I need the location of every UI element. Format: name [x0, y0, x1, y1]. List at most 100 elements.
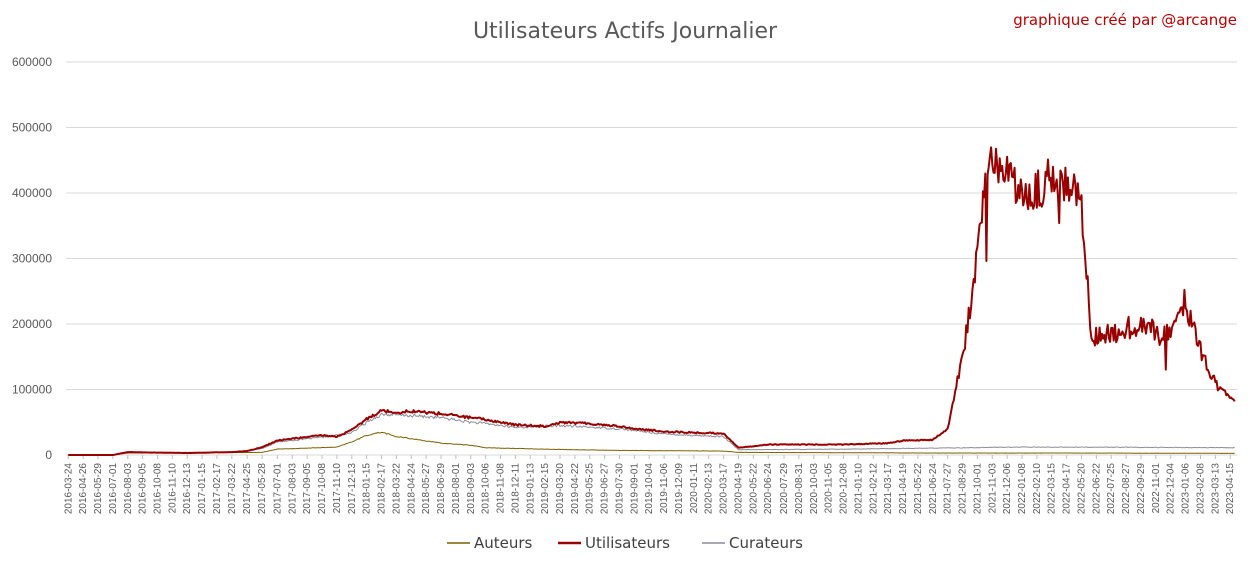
x-tick-label: 2018-03-22: [391, 463, 402, 515]
x-tick-label: 2016-04-26: [78, 463, 89, 515]
x-tick-label: 2016-12-13: [182, 463, 193, 515]
x-tick-label: 2021-10-01: [972, 463, 983, 515]
x-tick-label: 2023-03-13: [1210, 463, 1221, 515]
x-tick-label: 2019-12-09: [674, 463, 685, 515]
x-tick-label: 2016-03-24: [63, 463, 74, 515]
x-tick-label: 2018-08-01: [451, 463, 462, 515]
x-tick-label: 2019-11-06: [659, 463, 670, 514]
x-tick-label: 2018-10-06: [481, 463, 492, 515]
x-tick-label: 2018-01-15: [362, 463, 373, 515]
x-tick-label: 2016-08-03: [123, 463, 134, 515]
x-tick-label: 2019-09-01: [629, 463, 640, 515]
x-tick-label: 2018-11-08: [496, 463, 507, 514]
x-tick-label: 2019-07-30: [614, 463, 625, 515]
x-tick-label: 2019-01-13: [525, 463, 536, 515]
x-tick-label: 2017-02-17: [212, 463, 223, 515]
x-tick-label: 2018-02-17: [377, 463, 388, 515]
y-tick-label: 300000: [12, 252, 52, 266]
series-line-curateurs: [68, 412, 1235, 456]
x-tick-label: 2022-03-15: [1047, 463, 1058, 515]
y-axis: 0 100000 200000 300000 400000 500000 600000: [12, 55, 52, 462]
x-tick-label: 2023-01-06: [1181, 463, 1192, 515]
x-tick-label: 2022-08-27: [1121, 463, 1132, 515]
x-tick-label: 2019-04-22: [570, 463, 581, 515]
x-tick-label: 2020-06-24: [763, 463, 774, 515]
x-tick-label: 2017-07-01: [272, 463, 283, 515]
x-tick-label: 2017-01-15: [197, 463, 208, 515]
x-tick-label: 2020-08-31: [794, 463, 805, 515]
x-tick-label: 2022-06-22: [1091, 463, 1102, 515]
x-tick-label: 2016-09-05: [138, 463, 149, 515]
x-tick-label: 2020-02-13: [704, 463, 715, 515]
legend-label: Auteurs: [474, 534, 533, 552]
x-tick-label: 2020-11-05: [824, 463, 835, 514]
x-tick-label: 2016-11-10: [167, 463, 178, 514]
legend: Auteurs Utilisateurs Curateurs: [447, 534, 803, 552]
x-tick-label: 2022-11-01: [1151, 463, 1162, 514]
series-line-auteurs: [68, 431, 1235, 456]
y-tick-label: 100000: [12, 383, 52, 397]
gridlines: [66, 61, 1237, 456]
x-tick-label: 2019-10-04: [644, 463, 655, 515]
x-tick-label: 2017-03-22: [227, 463, 238, 515]
x-tick-label: 2022-07-25: [1106, 463, 1117, 515]
x-tick-label: 2021-05-22: [913, 463, 924, 515]
legend-label: Curateurs: [729, 534, 803, 552]
x-tick-label: 2021-11-03: [987, 463, 998, 514]
x-tick-label: 2022-04-17: [1062, 463, 1073, 515]
x-tick-label: 2022-02-10: [1032, 463, 1043, 515]
x-tick-label: 2021-02-12: [868, 463, 879, 515]
x-tick-label: 2017-12-13: [347, 463, 358, 515]
x-tick-label: 2017-05-28: [257, 463, 268, 515]
x-tick-label: 2018-05-27: [421, 463, 432, 515]
series-line-utilisateurs: [68, 146, 1236, 456]
x-tick-label: 2021-03-17: [883, 463, 894, 515]
x-tick-label: 2017-09-05: [302, 463, 313, 515]
x-tick-label: 2020-12-08: [839, 463, 850, 515]
y-tick-label: 200000: [12, 317, 52, 331]
x-tick-label: 2018-12-11: [510, 463, 521, 514]
x-tick-label: 2023-04-15: [1225, 463, 1236, 515]
x-axis: 2016-03-24 2016-04-26 2016-05-29 2016-07-01…: [63, 455, 1236, 514]
x-tick-label: 2017-04-25: [242, 463, 253, 515]
x-tick-label: 2021-04-19: [898, 463, 909, 515]
y-tick-label: 0: [45, 448, 52, 462]
x-tick-label: 2021-08-29: [958, 463, 969, 515]
x-tick-label: 2021-01-10: [853, 463, 864, 515]
x-tick-label: 2018-06-29: [436, 463, 447, 515]
x-tick-label: 2021-07-27: [943, 463, 954, 515]
y-tick-label: 500000: [12, 121, 52, 135]
x-tick-label: 2020-05-22: [748, 463, 759, 515]
x-tick-label: 2020-04-19: [733, 463, 744, 515]
x-tick-label: 2017-10-08: [317, 463, 328, 515]
x-tick-label: 2022-12-04: [1166, 463, 1177, 515]
x-tick-label: 2020-07-29: [779, 463, 790, 515]
x-tick-label: 2018-09-03: [466, 463, 477, 515]
x-tick-label: 2021-06-24: [928, 463, 939, 515]
x-tick-label: 2019-02-15: [540, 463, 551, 515]
x-tick-label: 2016-05-29: [93, 463, 104, 515]
x-tick-label: 2016-10-08: [152, 463, 163, 515]
x-tick-label: 2017-08-03: [287, 463, 298, 515]
x-tick-label: 2022-09-29: [1136, 463, 1147, 515]
x-tick-label: 2020-10-03: [809, 463, 820, 515]
chart-credit: graphique créé par @arcange: [1013, 11, 1237, 29]
y-tick-label: 400000: [12, 186, 52, 200]
x-tick-label: 2018-04-24: [406, 463, 417, 515]
x-tick-label: 2016-07-01: [108, 463, 119, 515]
x-tick-label: 2019-06-27: [600, 463, 611, 515]
plot-area: [68, 146, 1236, 456]
legend-label: Utilisateurs: [585, 534, 670, 552]
x-tick-label: 2019-03-20: [555, 463, 566, 515]
x-tick-label: 2022-05-20: [1076, 463, 1087, 515]
x-tick-label: 2019-05-25: [585, 463, 596, 515]
x-tick-label: 2023-02-08: [1195, 463, 1206, 515]
x-tick-label: 2017-11-10: [332, 463, 343, 514]
x-tick-label: 2020-03-17: [719, 463, 730, 515]
y-tick-label: 600000: [12, 55, 52, 69]
x-tick-label: 2022-01-08: [1017, 463, 1028, 515]
chart-title: Utilisateurs Actifs Journalier: [473, 19, 778, 44]
x-tick-label: 2020-01-11: [689, 463, 700, 514]
x-tick-label: 2021-12-06: [1002, 463, 1013, 515]
